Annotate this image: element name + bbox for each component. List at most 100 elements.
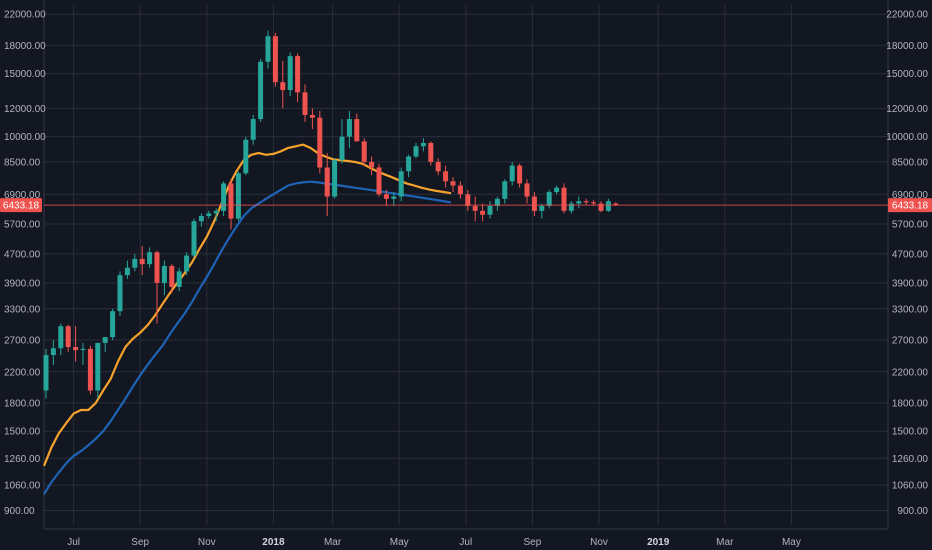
candle-body xyxy=(184,255,190,272)
candle-body xyxy=(561,187,567,211)
candle-body xyxy=(546,192,552,206)
candle-body xyxy=(502,181,508,199)
candle xyxy=(450,177,456,193)
candle xyxy=(235,171,241,222)
candle xyxy=(502,179,508,204)
candle-body xyxy=(295,56,301,93)
y-tick-label: 3900.00 xyxy=(4,278,41,289)
candle-body xyxy=(191,221,197,256)
candle xyxy=(554,185,560,195)
y-tick-label: 1800.00 xyxy=(4,398,41,409)
candle xyxy=(87,345,93,395)
candle xyxy=(124,260,130,279)
x-tick-label: Jul xyxy=(67,537,80,548)
candle xyxy=(376,163,382,197)
candle-body xyxy=(243,139,249,174)
candle-body xyxy=(73,347,79,351)
candle xyxy=(598,201,604,213)
moving-averages xyxy=(42,143,452,495)
x-tick-label: 2019 xyxy=(647,537,670,548)
x-tick-label: Mar xyxy=(716,537,734,548)
candle xyxy=(517,163,523,188)
candle-body xyxy=(110,311,116,338)
candle-body xyxy=(598,203,604,211)
candle-body xyxy=(509,165,515,182)
candle xyxy=(287,52,293,96)
candle-body xyxy=(154,252,160,283)
y-tick-label: 1500.00 xyxy=(4,427,41,438)
y-tick-label: 10000.00 xyxy=(4,132,46,143)
candle xyxy=(509,161,515,186)
y-tick-label: 22000.00 xyxy=(886,10,928,21)
candle xyxy=(265,30,271,69)
last-price-badge-left xyxy=(0,198,42,213)
y-tick-label: 4700.00 xyxy=(892,249,929,260)
x-tick-label: 2018 xyxy=(262,537,285,548)
candle xyxy=(413,143,419,159)
candle xyxy=(317,110,323,174)
candle-body xyxy=(176,271,182,287)
candle-body xyxy=(235,173,241,219)
candle xyxy=(250,114,256,145)
candle-body xyxy=(457,185,463,195)
candle xyxy=(161,260,167,296)
x-axis: Jul Sep Nov 2018 Mar May Jul Sep Nov 2019 Mar May xyxy=(67,537,801,548)
candle-body xyxy=(406,156,412,172)
x-tick-label: May xyxy=(782,537,801,548)
candle xyxy=(176,267,182,292)
candle-body xyxy=(391,196,397,199)
candle-body xyxy=(524,183,530,197)
candle-body xyxy=(280,82,286,91)
candle xyxy=(324,153,330,216)
candle-body xyxy=(398,171,404,197)
candle-body xyxy=(169,265,175,287)
candle xyxy=(435,158,441,176)
y-tick-label: 12000.00 xyxy=(886,104,928,115)
candle xyxy=(43,348,49,399)
candle xyxy=(102,337,108,352)
y-tick-label: 5700.00 xyxy=(892,219,929,230)
candle xyxy=(58,323,64,356)
y-tick-label: 12000.00 xyxy=(4,104,46,115)
candle xyxy=(221,181,227,216)
candle xyxy=(420,138,426,152)
candle xyxy=(65,324,71,352)
candle-body xyxy=(43,355,49,391)
x-tick-label: Sep xyxy=(524,537,542,548)
x-tick-label: May xyxy=(390,537,409,548)
candle-body xyxy=(517,165,523,184)
candle-body xyxy=(117,275,123,312)
candle-body xyxy=(317,117,323,168)
candle-body xyxy=(124,267,130,276)
candle xyxy=(73,326,79,362)
y-tick-label: 2700.00 xyxy=(4,335,41,346)
candle-body xyxy=(494,198,500,206)
candle-body xyxy=(480,210,486,215)
y-axis-left: 22000.00 18000.00 15000.00 12000.00 10000.00… xyxy=(4,10,46,517)
candle xyxy=(132,253,138,272)
candle-body xyxy=(568,203,574,211)
candle-body xyxy=(258,61,264,120)
candle-body xyxy=(287,56,293,91)
candle-body xyxy=(361,141,367,162)
candle xyxy=(406,154,412,178)
candle-body xyxy=(583,201,589,203)
candle-body xyxy=(413,146,419,157)
candle-body xyxy=(302,92,308,115)
x-tick-label: Jul xyxy=(459,537,472,548)
candle-body xyxy=(95,342,101,391)
candle xyxy=(295,53,301,103)
candle-body xyxy=(139,258,145,265)
y-tick-label: 8500.00 xyxy=(4,157,41,168)
candle-body xyxy=(435,161,441,172)
candle-body xyxy=(50,348,56,356)
candle-body xyxy=(228,183,234,219)
candle xyxy=(369,156,375,176)
candle-body xyxy=(531,196,537,211)
candle-body xyxy=(80,348,86,351)
candle xyxy=(398,167,404,202)
candle xyxy=(383,189,389,206)
y-tick-label: 2200.00 xyxy=(892,367,929,378)
candle xyxy=(568,201,574,214)
